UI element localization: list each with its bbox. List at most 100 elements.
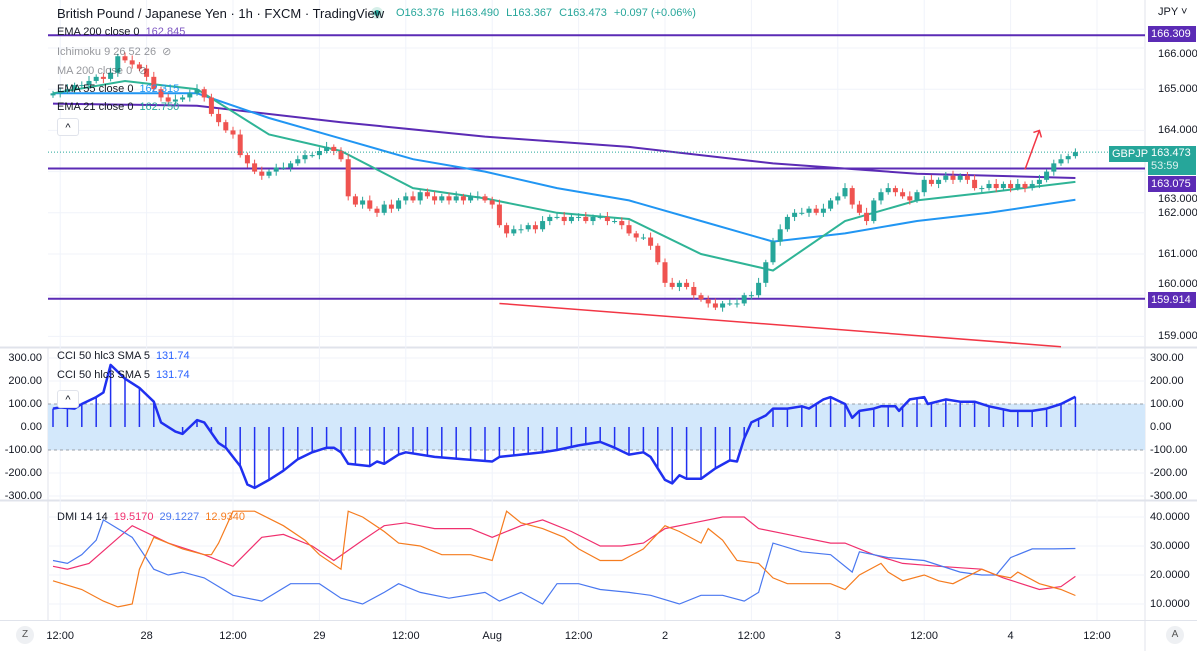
legend-ema21[interactable]: EMA 21 close 0 162.750: [57, 101, 179, 113]
candle-body: [871, 200, 877, 222]
candle-body: [972, 179, 978, 189]
candle-body: [244, 155, 250, 164]
legend-label: Ichimoku 9 26 52 26: [57, 46, 157, 58]
level-tag: 159.914: [1148, 292, 1196, 308]
candle-body: [626, 225, 632, 234]
candle-body: [907, 196, 913, 201]
candle-body: [691, 286, 697, 296]
candle-body: [108, 72, 114, 79]
zoom-reset-button[interactable]: Z: [16, 626, 34, 644]
candle-body: [734, 303, 740, 305]
time-tick-label: 29: [313, 630, 326, 642]
dmi-tick-label: 20.0000: [1150, 569, 1190, 581]
candle-body: [302, 155, 308, 160]
candle-body: [295, 159, 301, 164]
candle-body: [842, 188, 848, 197]
candle-body: [122, 56, 128, 61]
legend-label: CCI 50 hlc3 SMA 5: [57, 369, 150, 381]
cci-tick-label: 200.00: [1150, 375, 1184, 387]
candle-body: [676, 282, 682, 287]
candle-body: [151, 76, 157, 90]
cci-tick-label-left: -200.00: [4, 467, 42, 479]
candle-body: [828, 200, 834, 209]
candle-body: [684, 282, 690, 287]
legend-label: EMA 21 close 0: [57, 101, 134, 113]
legend-value: 162.315: [139, 83, 180, 95]
legend-label: CCI 50 hlc3 SMA 5: [57, 350, 150, 362]
currency-selector[interactable]: JPY ˅: [1158, 6, 1188, 18]
time-tick-label: 12:00: [1083, 630, 1111, 642]
candle-body: [640, 237, 646, 239]
candle-body: [950, 175, 956, 180]
candle-body: [1029, 183, 1035, 189]
close-value: C163.473: [559, 7, 607, 19]
eye-hidden-icon[interactable]: ⊘: [162, 46, 172, 58]
candle-body: [1072, 152, 1078, 157]
price-tick-label: 162.000: [1158, 206, 1197, 219]
candle-body: [50, 93, 56, 96]
candle-body: [374, 208, 380, 213]
legend-value: 162.845: [145, 26, 186, 38]
market-status-icon: [371, 7, 383, 19]
candle-body: [540, 221, 546, 230]
legend-cci-2[interactable]: CCI 50 hlc3 SMA 5 131.74: [57, 369, 190, 381]
candle-body: [1036, 179, 1042, 184]
legend-ma200[interactable]: MA 200 close 0 ⊘: [57, 64, 147, 77]
candle-body: [770, 241, 776, 263]
chart-title: British Pound / Japanese Yen · 1h · FXCM…: [57, 6, 385, 21]
candle-body: [396, 200, 402, 209]
candle-body: [1022, 183, 1028, 189]
candle-body: [439, 196, 445, 201]
candle-body: [194, 89, 200, 94]
candle-body: [316, 151, 322, 156]
candle-body: [230, 130, 236, 135]
candle-body: [741, 295, 747, 304]
candle-body: [792, 212, 798, 217]
candle-body: [820, 208, 826, 213]
dmi-tick-label: 30.0000: [1150, 540, 1190, 552]
time-tick-label: 12:00: [219, 630, 247, 642]
legend-cci-1[interactable]: CCI 50 hlc3 SMA 5 131.74: [57, 350, 190, 362]
legend-ema55[interactable]: EMA 55 close 0 162.315: [57, 83, 179, 95]
price-tick-label: 159.000: [1158, 330, 1197, 343]
candle-body: [576, 216, 582, 218]
legend-ichimoku[interactable]: Ichimoku 9 26 52 26 ⊘: [57, 45, 171, 58]
cci-tick-label-left: -300.00: [4, 490, 42, 502]
symbol-tag: GBPJPY: [1109, 146, 1159, 162]
legend-ema200[interactable]: EMA 200 close 0 162.845: [57, 26, 185, 38]
dmi-tick-label: 40.0000: [1150, 511, 1190, 523]
collapse-cci-legend-button[interactable]: ^: [57, 390, 79, 408]
ema200-line: [52, 102, 1076, 179]
candle-body: [921, 179, 927, 193]
eye-hidden-icon[interactable]: ⊘: [138, 65, 148, 77]
time-tick-label: 12:00: [564, 630, 593, 642]
candle-body: [266, 171, 272, 176]
ohlc-readout: O163.376 H163.490 L163.367 C163.473 +0.0…: [396, 7, 700, 19]
candle-body: [1008, 183, 1014, 189]
candle-body: [633, 233, 639, 238]
price-tick-label: 165.000: [1158, 83, 1197, 96]
candle-body: [489, 200, 495, 205]
candle-body: [813, 208, 819, 213]
candle-body: [1065, 156, 1071, 160]
candle-body: [712, 303, 718, 308]
candle-body: [100, 76, 106, 79]
collapse-legend-button[interactable]: ^: [57, 118, 79, 136]
legend-label: EMA 55 close 0: [57, 83, 134, 95]
cci-tick-label: -100.00: [1150, 444, 1188, 456]
candle-body: [446, 196, 452, 201]
candle-body: [324, 146, 330, 151]
dmi-tick-label: 10.0000: [1150, 598, 1190, 610]
level-tag: 163.075: [1148, 176, 1196, 192]
time-tick-label: Aug: [482, 630, 502, 642]
last-price-tag: 163.473 53:59: [1148, 146, 1196, 175]
legend-dmi[interactable]: DMI 14 14 19.5170 29.1227 12.9340: [57, 511, 245, 523]
auto-scale-button[interactable]: A: [1166, 626, 1184, 644]
candle-body: [1000, 183, 1006, 189]
last-price: 163.473: [1151, 147, 1191, 159]
candle-body: [763, 262, 769, 283]
legend-label: DMI 14 14: [57, 511, 108, 523]
candle-body: [273, 167, 279, 172]
time-tick-label: 2: [661, 630, 669, 642]
